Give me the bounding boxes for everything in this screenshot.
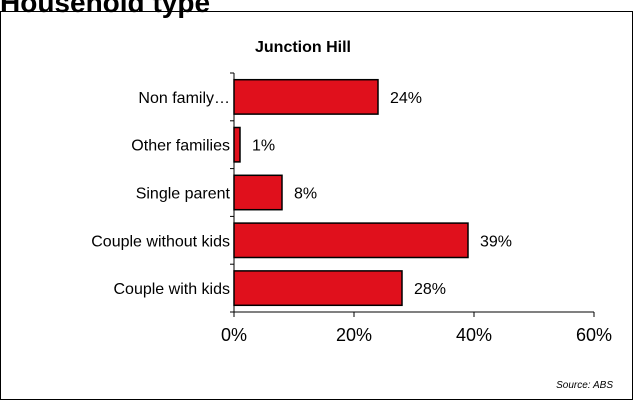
data-label: 39% (480, 233, 512, 250)
source-note: Source: ABS (556, 380, 613, 391)
y-tick-label: Couple without kids (91, 233, 230, 250)
y-tick-label: Couple with kids (114, 281, 231, 298)
data-label: 28% (414, 281, 446, 298)
chart-title: Junction Hill (255, 39, 351, 56)
page-title: Household type (0, 0, 211, 18)
data-label: 24% (390, 90, 422, 107)
x-tick-label: 0% (221, 325, 247, 345)
y-tick-label: Non family… (138, 90, 230, 107)
data-label: 8% (294, 186, 317, 203)
bar (233, 78, 379, 115)
bar (233, 222, 469, 259)
data-label: 1% (252, 138, 275, 155)
y-tick-label: Other families (131, 138, 230, 155)
x-tick-label: 20% (336, 325, 372, 345)
bar (233, 270, 403, 307)
bar (233, 174, 283, 211)
y-tick-label: Single parent (136, 186, 231, 203)
bar (233, 126, 241, 163)
x-tick-label: 60% (576, 325, 612, 345)
x-tick-label: 40% (456, 325, 492, 345)
chart-frame (0, 11, 633, 400)
